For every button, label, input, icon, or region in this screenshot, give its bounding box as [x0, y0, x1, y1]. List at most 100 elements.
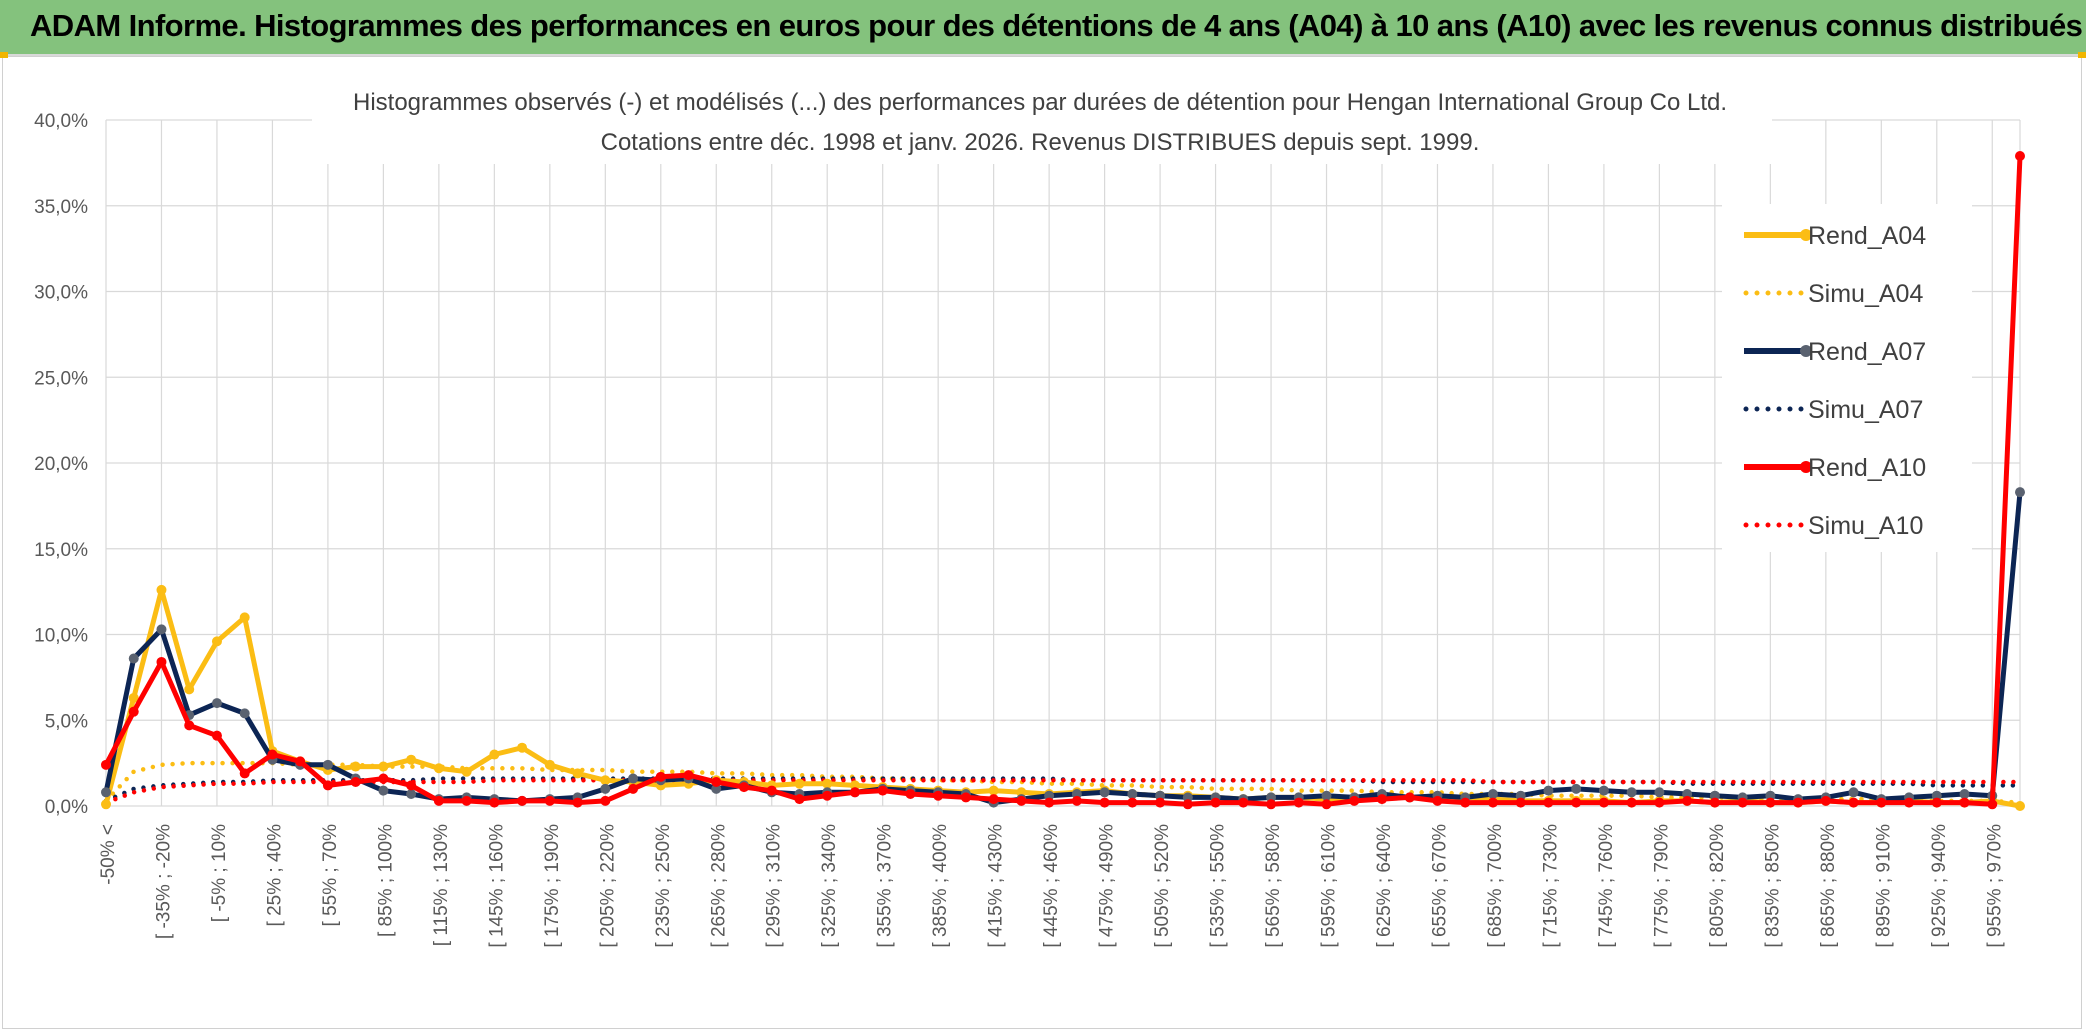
data-point — [1182, 799, 1193, 810]
title-background — [312, 80, 1772, 164]
series-line-Rend_A10 — [103, 155, 2023, 807]
x-tick-label: [ 85% ; 100% — [375, 824, 396, 937]
x-tick-label: [ 145% ; 160% — [486, 824, 507, 948]
data-point — [794, 794, 805, 805]
data-point — [1266, 799, 1277, 810]
data-point — [1765, 790, 1776, 801]
data-point — [1515, 797, 1526, 808]
legend-label: Rend_A10 — [1808, 454, 1926, 482]
data-point — [683, 770, 694, 781]
data-point — [378, 785, 389, 796]
data-point — [628, 773, 639, 784]
data-point — [1044, 790, 1055, 801]
y-axis: 0,0% 5,0% 10,0% 15,0% 20,0% 25,0% 30,0% 35,0% 40… — [34, 111, 88, 818]
data-point — [1515, 790, 1526, 801]
data-point — [1266, 792, 1277, 803]
data-point — [711, 783, 722, 794]
legend-box — [1722, 204, 1972, 552]
legend-item-Rend_A07: Rend_A07 — [1744, 338, 1926, 366]
x-tick-label: [ 835% ; 850% — [1762, 824, 1783, 948]
data-point — [544, 795, 555, 806]
legend-label: Simu_A04 — [1808, 280, 1923, 308]
data-point — [849, 787, 860, 798]
data-point — [1626, 797, 1637, 808]
data-point — [1016, 795, 1027, 806]
data-point — [406, 788, 417, 799]
data-point — [822, 790, 833, 801]
series-Simu_A10 — [103, 778, 2023, 805]
series-line-Rend_A04 — [103, 587, 2021, 809]
data-point — [1765, 797, 1776, 808]
data-point — [101, 759, 111, 770]
series-layer — [101, 151, 2025, 811]
data-point — [988, 785, 999, 796]
data-point — [489, 797, 500, 808]
legend-item-Simu_A07: Simu_A07 — [1743, 396, 1923, 424]
x-tick-label: [ 55% ; 70% — [320, 824, 341, 927]
data-point — [628, 783, 639, 794]
data-point — [1543, 797, 1554, 808]
legend-label: Rend_A07 — [1808, 338, 1926, 366]
chart-frame — [2, 56, 2082, 1029]
data-point — [1155, 797, 1166, 808]
data-point — [1016, 787, 1027, 798]
data-point — [1099, 787, 1110, 798]
x-tick-label: [ 265% ; 280% — [708, 824, 729, 948]
data-point — [461, 766, 472, 777]
data-point — [128, 706, 139, 717]
data-point — [267, 749, 278, 760]
data-point — [1349, 795, 1360, 806]
series-line-Rend_A07 — [103, 491, 2023, 806]
data-point — [1460, 797, 1471, 808]
data-point — [184, 720, 195, 731]
data-point — [2015, 151, 2025, 162]
data-point — [211, 730, 222, 741]
data-point — [1321, 799, 1332, 810]
data-point — [350, 761, 361, 772]
data-point — [655, 771, 666, 782]
data-point — [517, 795, 528, 806]
data-point — [1737, 797, 1748, 808]
series-Rend_A10 — [101, 151, 2025, 810]
grid-layer — [105, 119, 2021, 807]
data-point — [849, 780, 860, 791]
x-tick-label: [ 295% ; 310% — [764, 824, 785, 948]
data-point — [156, 584, 167, 595]
data-point — [1959, 788, 1970, 799]
legend-marker — [1800, 229, 1812, 241]
x-tick-label: [ 205% ; 220% — [597, 824, 618, 948]
y-tick-label: 20,0% — [34, 454, 88, 475]
data-point — [1293, 797, 1304, 808]
data-point — [877, 785, 888, 796]
x-tick-label: [ 715% ; 730% — [1540, 824, 1561, 948]
data-point — [600, 775, 611, 786]
legend-marker — [1800, 461, 1812, 473]
data-point — [1598, 785, 1609, 796]
data-point — [1543, 785, 1554, 796]
x-tick-label: [ 115% ; 130% — [431, 824, 452, 946]
data-point — [2015, 487, 2025, 498]
legend: Rend_A04 Simu_A04 Rend_A07 Simu_A07 Rend_A10… — [1722, 204, 1972, 552]
data-point — [1848, 787, 1859, 798]
x-tick-label: [ 355% ; 370% — [875, 824, 896, 948]
data-point — [1071, 788, 1082, 799]
x-tick-label: [ 25% ; 40% — [264, 824, 285, 927]
data-point — [211, 636, 222, 647]
data-point — [1682, 795, 1693, 806]
legend-item-Simu_A04: Simu_A04 — [1743, 280, 1923, 308]
data-point — [739, 782, 749, 793]
data-point — [1987, 799, 1998, 810]
y-tick-label: 25,0% — [34, 368, 88, 389]
x-tick-label: [ 385% ; 400% — [930, 824, 951, 948]
data-point — [1071, 795, 1082, 806]
data-point — [572, 768, 583, 779]
data-point — [1904, 797, 1915, 808]
data-point — [156, 624, 167, 635]
x-tick-label: [ 895% ; 910% — [1873, 824, 1894, 948]
data-point — [406, 754, 417, 765]
x-tick-label: [ 745% ; 760% — [1596, 824, 1617, 948]
data-point — [544, 759, 555, 770]
x-axis: -50% < [ -35% ; -20% [ -5% ; 10% [ 25% ; 40… — [98, 824, 2005, 948]
data-point — [101, 787, 111, 798]
data-point — [1598, 797, 1609, 808]
